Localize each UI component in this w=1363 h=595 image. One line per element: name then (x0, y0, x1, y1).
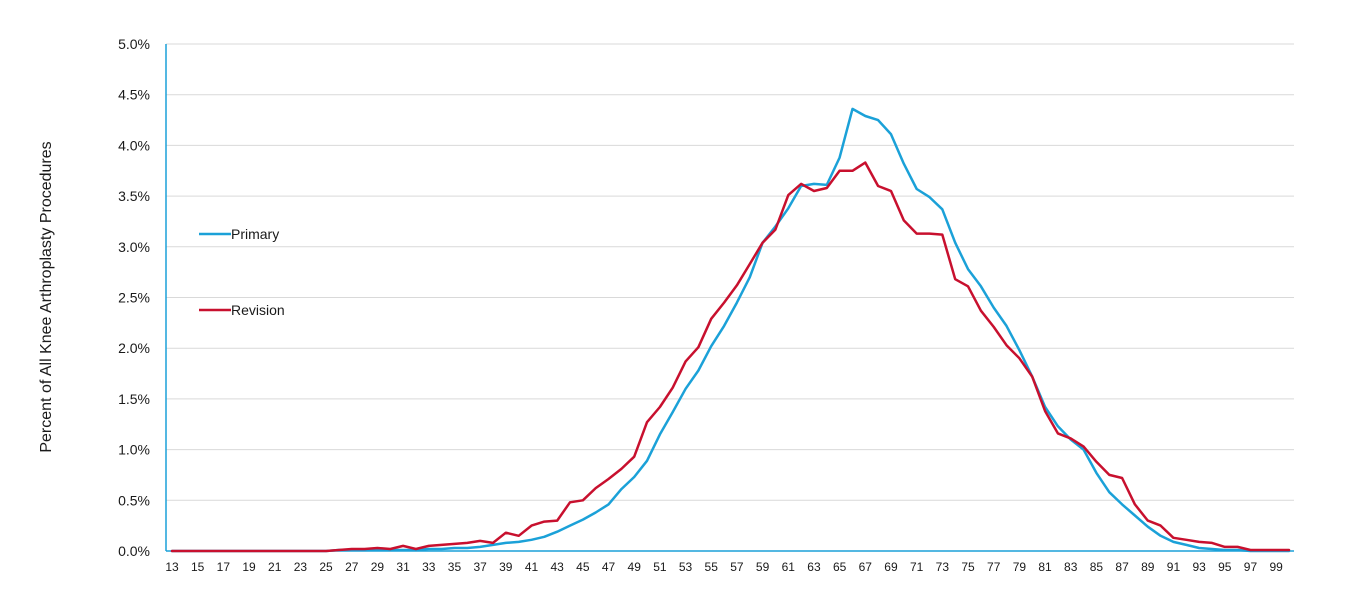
y-tick-label: 4.0% (118, 137, 150, 153)
x-tick-label: 45 (576, 560, 590, 574)
x-tick-label: 51 (653, 560, 667, 574)
series-line-revision (170, 161, 1291, 553)
x-tick-label: 65 (833, 560, 847, 574)
x-tick-label: 49 (628, 560, 642, 574)
x-tick-label: 95 (1218, 560, 1232, 574)
x-tick-label: 25 (319, 560, 333, 574)
x-tick-label: 55 (705, 560, 719, 574)
x-tick-label: 43 (550, 560, 564, 574)
x-tick-label: 89 (1141, 560, 1155, 574)
y-tick-label: 2.5% (118, 290, 150, 306)
x-tick-label: 29 (371, 560, 385, 574)
x-tick-label: 63 (807, 560, 821, 574)
series-lines (170, 107, 1291, 553)
gridlines (166, 43, 1294, 501)
x-tick-label: 93 (1192, 560, 1206, 574)
y-tick-label: 2.0% (118, 340, 150, 356)
x-tick-label: 41 (525, 560, 539, 574)
legend-label-revision: Revision (231, 302, 285, 318)
x-tick-label: 87 (1115, 560, 1129, 574)
x-tick-label: 39 (499, 560, 513, 574)
x-tick-labels: 13 15 17 19 21 23 25 27 29 31 33 35 37 39 41 43 45 47 49 51… (165, 560, 1283, 574)
x-tick-label: 79 (1013, 560, 1027, 574)
x-tick-label: 59 (756, 560, 770, 574)
x-tick-label: 75 (961, 560, 975, 574)
x-tick-label: 13 (165, 560, 179, 574)
x-tick-label: 23 (294, 560, 308, 574)
y-tick-label: 0.0% (118, 543, 150, 559)
x-tick-label: 31 (396, 560, 410, 574)
x-tick-label: 47 (602, 560, 616, 574)
x-tick-label: 57 (730, 560, 744, 574)
y-axis-label: Percent of All Knee Arthroplasty Procedu… (38, 141, 55, 452)
y-tick-label: 4.5% (118, 87, 150, 103)
x-tick-label: 15 (191, 560, 205, 574)
x-tick-label: 73 (936, 560, 950, 574)
legend: Primary Revision (199, 226, 285, 318)
y-tick-labels: 0.0% 0.5% 1.0% 1.5% 2.0% 2.5% 3.0% 3.5% 4.0% 4.5%… (118, 36, 150, 559)
x-tick-label: 17 (217, 560, 231, 574)
legend-label-primary: Primary (231, 226, 279, 242)
x-tick-label: 61 (782, 560, 796, 574)
x-tick-label: 77 (987, 560, 1001, 574)
x-tick-label: 35 (448, 560, 462, 574)
y-tick-label: 5.0% (118, 36, 150, 52)
x-tick-label: 67 (859, 560, 873, 574)
y-tick-label: 3.5% (118, 188, 150, 204)
y-tick-label: 3.0% (118, 239, 150, 255)
x-tick-label: 21 (268, 560, 282, 574)
x-tick-label: 19 (242, 560, 256, 574)
x-tick-label: 99 (1269, 560, 1283, 574)
x-tick-label: 97 (1244, 560, 1258, 574)
y-tick-label: 0.5% (118, 492, 150, 508)
x-tick-label: 37 (473, 560, 487, 574)
y-tick-label: 1.5% (118, 391, 150, 407)
y-tick-label: 1.0% (118, 442, 150, 458)
x-tick-label: 27 (345, 560, 359, 574)
x-tick-label: 33 (422, 560, 436, 574)
x-tick-label: 53 (679, 560, 693, 574)
x-tick-label: 69 (884, 560, 898, 574)
x-tick-label: 83 (1064, 560, 1078, 574)
x-tick-label: 85 (1090, 560, 1104, 574)
x-tick-label: 81 (1038, 560, 1052, 574)
x-tick-label: 71 (910, 560, 924, 574)
series-line-primary (170, 107, 1291, 553)
x-tick-label: 91 (1167, 560, 1181, 574)
